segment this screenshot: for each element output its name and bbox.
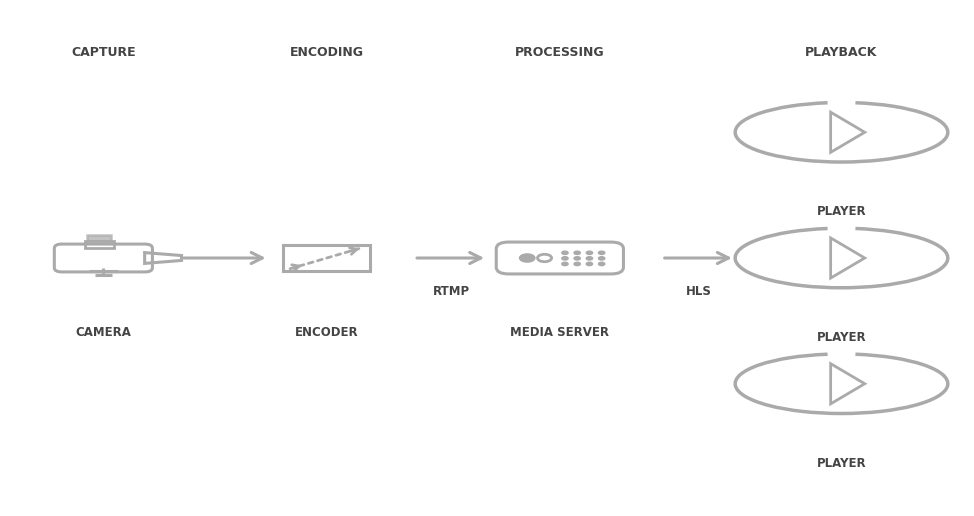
Polygon shape <box>87 235 111 241</box>
Text: HLS: HLS <box>686 285 712 298</box>
Text: PROCESSING: PROCESSING <box>515 46 605 59</box>
Text: PLAYER: PLAYER <box>816 331 866 344</box>
Circle shape <box>598 256 605 260</box>
Text: PLAYER: PLAYER <box>816 205 866 218</box>
Circle shape <box>574 262 581 266</box>
Circle shape <box>574 251 581 254</box>
Text: ENCODING: ENCODING <box>289 46 363 59</box>
Circle shape <box>574 256 581 260</box>
Text: ENCODER: ENCODER <box>295 326 358 339</box>
Text: MEDIA SERVER: MEDIA SERVER <box>510 326 610 339</box>
Circle shape <box>586 251 592 254</box>
Circle shape <box>562 251 568 254</box>
Circle shape <box>586 256 592 260</box>
Circle shape <box>598 251 605 254</box>
Text: PLAYBACK: PLAYBACK <box>805 46 878 59</box>
Text: CAPTURE: CAPTURE <box>71 46 135 59</box>
Text: CAMERA: CAMERA <box>75 326 131 339</box>
Circle shape <box>586 262 592 266</box>
Text: RTMP: RTMP <box>432 285 469 298</box>
Circle shape <box>562 256 568 260</box>
Circle shape <box>562 262 568 266</box>
Text: PLAYER: PLAYER <box>816 457 866 470</box>
Circle shape <box>519 254 535 262</box>
Circle shape <box>598 262 605 266</box>
